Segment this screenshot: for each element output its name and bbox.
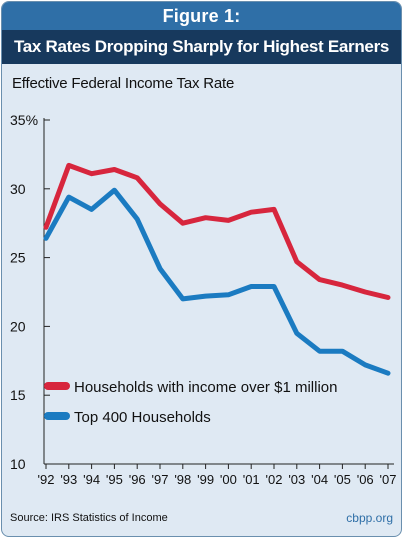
legend-label: Top 400 Households <box>74 409 211 426</box>
x-tick-label: '92 <box>38 472 55 487</box>
x-tick-label: '96 <box>129 472 146 487</box>
figure-number: Figure 1: <box>162 6 241 26</box>
x-tick-label: '94 <box>83 472 100 487</box>
y-tick-label: 15 <box>10 387 26 403</box>
x-tick-label: '99 <box>197 472 214 487</box>
x-tick-label: '03 <box>288 472 305 487</box>
credit-link[interactable]: cbpp.org <box>346 511 393 525</box>
y-tick-label: 10 <box>10 456 26 472</box>
source-note: Source: IRS Statistics of Income <box>10 512 168 524</box>
x-tick-label: '01 <box>243 472 260 487</box>
x-tick-label: '02 <box>266 472 283 487</box>
figure-title: Tax Rates Dropping Sharply for Highest E… <box>2 30 401 64</box>
legend-label: Households with income over $1 million <box>74 379 337 396</box>
series-line-million-households <box>43 162 391 300</box>
series-line-top-400 <box>43 187 391 376</box>
y-tick-label: 20 <box>10 318 26 334</box>
x-tick-label: '07 <box>380 472 397 487</box>
x-tick-label: '00 <box>220 472 237 487</box>
x-tick-label: '04 <box>311 472 328 487</box>
y-tick-label: 25 <box>10 250 26 266</box>
x-tick-label: '97 <box>152 472 169 487</box>
x-tick-label: '98 <box>174 472 191 487</box>
y-tick-label: 30 <box>10 181 26 197</box>
x-tick-label: '05 <box>334 472 351 487</box>
y-tick-label: 35% <box>10 112 38 128</box>
x-tick-label: '93 <box>60 472 77 487</box>
figure-header: Figure 1: Tax Rates Dropping Sharply for… <box>2 2 401 64</box>
x-tick-label: '06 <box>357 472 374 487</box>
x-tick-label: '95 <box>106 472 123 487</box>
y-axis-label: Effective Federal Income Tax Rate <box>12 75 235 92</box>
